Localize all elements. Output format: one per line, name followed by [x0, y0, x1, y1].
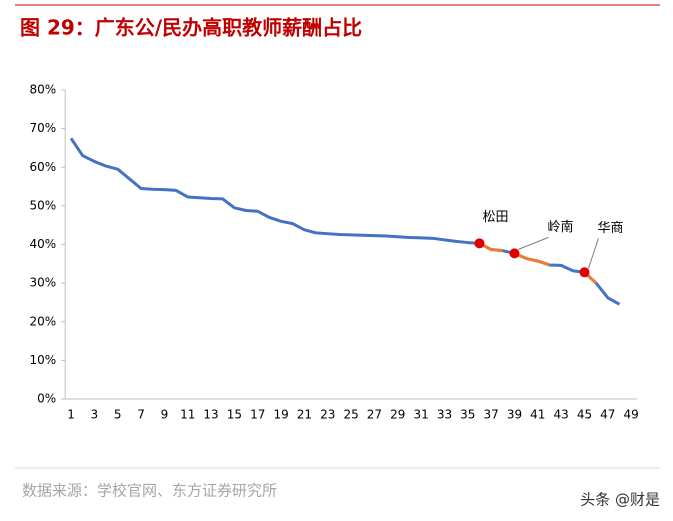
data-line: [69, 137, 621, 306]
x-tick-label: 15: [227, 408, 242, 422]
x-tick-label: 31: [413, 408, 428, 422]
chart-title: 图 29：广东公/民办高职教师薪酬占比: [20, 16, 362, 40]
x-tick-label: 9: [161, 408, 169, 422]
leader-line: [518, 236, 549, 250]
watermark: 头条 @财是: [580, 491, 660, 509]
y-tick-label: 30%: [30, 276, 57, 290]
highlight-segment: [513, 252, 550, 267]
x-tick-label: 45: [577, 408, 592, 422]
annotation: 松田: [482, 210, 508, 225]
annotation: 岭南: [547, 219, 573, 235]
x-tick-label: 11: [180, 408, 195, 422]
highlight-point: [474, 238, 485, 249]
x-tick-label: 27: [367, 408, 382, 422]
x-tick-label: 13: [203, 408, 218, 422]
x-tick-label: 39: [507, 408, 522, 422]
source-note: 数据来源：学校官网、东方证券研究所: [22, 482, 277, 500]
x-tick-label: 1: [67, 408, 75, 422]
x-tick-label: 29: [390, 408, 405, 422]
x-tick-label: 49: [624, 408, 639, 422]
x-tick-label: 7: [137, 408, 145, 422]
x-tick-label: 47: [600, 408, 615, 422]
x-tick-label: 33: [437, 408, 452, 422]
y-tick-label: 70%: [30, 121, 57, 135]
leader-line: [588, 238, 599, 269]
x-tick-label: 23: [320, 408, 335, 422]
y-tick-label: 80%: [30, 83, 57, 97]
x-tick-label: 43: [554, 408, 569, 422]
highlight-point: [579, 267, 590, 278]
y-tick-label: 20%: [30, 314, 57, 328]
y-tick-label: 40%: [30, 237, 57, 251]
y-tick-label: 50%: [30, 198, 57, 212]
x-tick-label: 37: [483, 408, 498, 422]
x-tick-label: 35: [460, 408, 475, 422]
annotation: 华商: [597, 221, 623, 236]
x-tick-label: 41: [530, 408, 545, 422]
x-tick-label: 25: [343, 408, 358, 422]
highlight-point: [509, 248, 520, 259]
x-tick-label: 5: [114, 408, 122, 422]
x-tick-label: 19: [273, 408, 288, 422]
y-tick-label: 10%: [30, 353, 57, 367]
x-tick-label: 17: [250, 408, 265, 422]
y-tick-label: 0%: [37, 392, 56, 406]
x-tick-label: 3: [91, 408, 99, 422]
y-tick-label: 60%: [30, 160, 57, 174]
x-tick-label: 21: [297, 408, 312, 422]
